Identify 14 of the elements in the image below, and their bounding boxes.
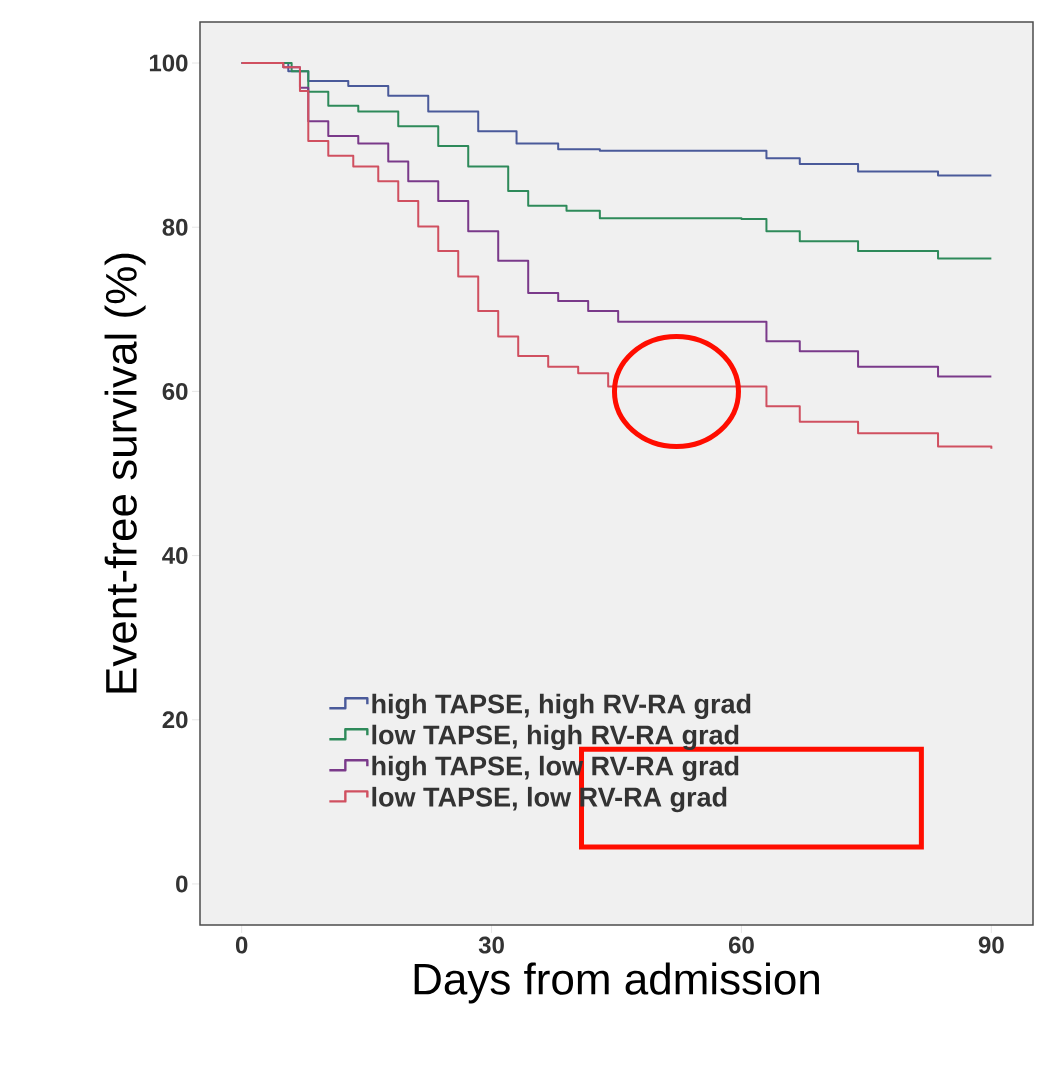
- y-tick-label: 20: [162, 711, 188, 729]
- x-tick-label: 0: [235, 936, 248, 954]
- y-tick-label: 80: [162, 218, 188, 236]
- y-tick-label: 100: [149, 54, 188, 72]
- y-axis-title: Event-free survival (%): [104, 253, 146, 693]
- legend-label: low TAPSE, high RV-RA grad: [372, 724, 739, 751]
- y-tick-label: 40: [162, 547, 188, 565]
- legend-label: high TAPSE, high RV-RA grad: [372, 693, 751, 719]
- x-tick-label: 60: [728, 936, 754, 954]
- y-tick-label: 0: [176, 875, 188, 893]
- y-tick-label: 60: [162, 382, 188, 400]
- x-tick-label: 30: [478, 936, 504, 954]
- x-axis-title: Days from admission: [414, 962, 819, 1004]
- x-tick-label: 90: [978, 936, 1004, 954]
